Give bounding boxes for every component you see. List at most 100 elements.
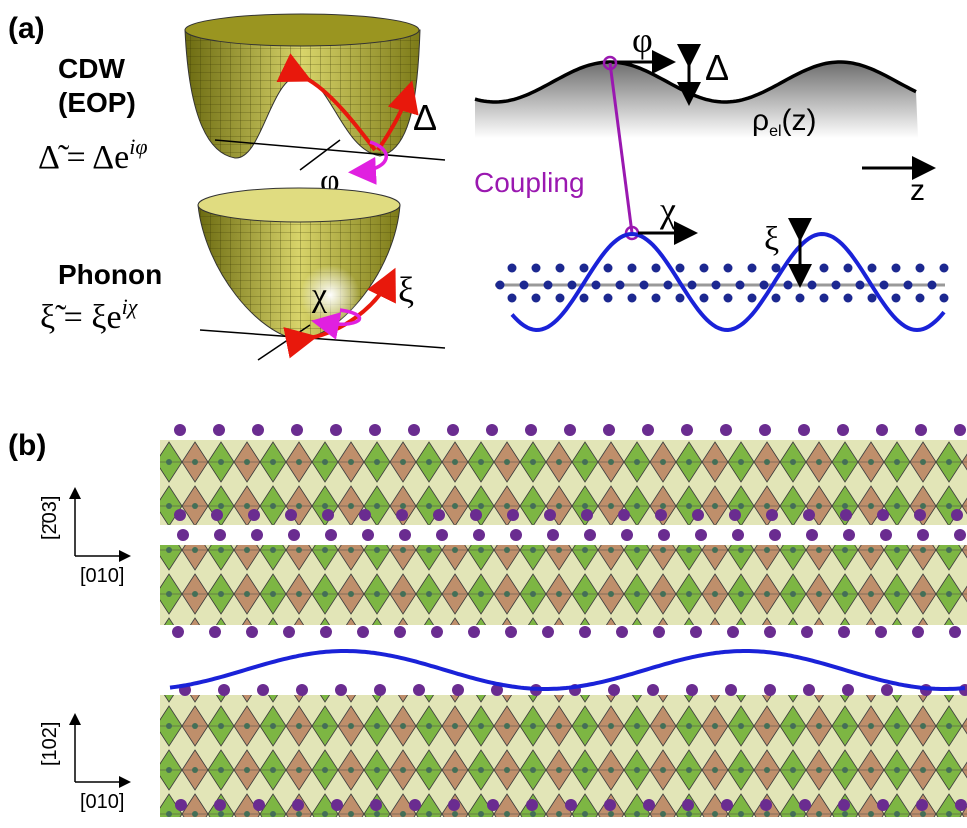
atom [520,281,529,290]
atom [856,281,865,290]
panel-label: (a) [8,12,45,45]
cdw-subtitle: (EOP) [58,87,136,118]
ion [292,799,304,811]
axis-label: [010] [80,565,124,587]
ion [246,626,258,638]
ion [875,626,887,638]
ion [842,684,854,696]
phonon-rim [198,188,400,222]
ion [880,529,892,541]
ion [468,626,480,638]
ion [690,626,702,638]
atom [868,294,877,303]
atom [556,294,565,303]
ion [174,509,186,521]
atom [676,264,685,273]
page: {"panel_a": {"label": "(a)", "cdw": {"ti… [0,0,967,828]
ion [505,626,517,638]
ion [581,509,593,521]
atom [532,294,541,303]
atom [916,264,925,273]
atom [868,264,877,273]
ion [335,684,347,696]
ion [177,529,189,541]
ion [330,424,342,436]
atom [628,294,637,303]
ion [838,626,850,638]
ion [374,684,386,696]
ion [681,424,693,436]
ion [604,799,616,811]
ion [647,684,659,696]
ion [721,799,733,811]
atom [616,281,625,290]
atom [892,264,901,273]
atom [940,294,949,303]
ion [876,424,888,436]
ion [955,799,967,811]
phonon-wave [512,234,944,330]
ion [433,509,445,521]
density-subscript: el [769,123,781,140]
atom [904,281,913,290]
ion [915,424,927,436]
ion [954,424,966,436]
ion [257,684,269,696]
atom [652,294,661,303]
atom [916,294,925,303]
atom [676,294,685,303]
atom [844,264,853,273]
ion [954,529,966,541]
coupling-label: Coupling [474,167,585,198]
phonon-title: Phonon [58,259,162,290]
amplitude-label: ξ [398,270,414,310]
ion [565,799,577,811]
phonon-mesh [198,205,400,340]
ion [642,424,654,436]
equation-base: ξ̃ = ξe [40,299,122,336]
ion [251,529,263,541]
ion [616,626,628,638]
amplitude-label: Δ [705,47,729,88]
ion [209,626,221,638]
atom [940,264,949,273]
ion [409,799,421,811]
ion [803,684,815,696]
ion [288,529,300,541]
atom [880,281,889,290]
ion [584,529,596,541]
ion [916,799,928,811]
atom [748,264,757,273]
atom [724,294,733,303]
ion [838,799,850,811]
ion [766,509,778,521]
cdw-rim [185,14,419,46]
phase-label: φ [632,20,653,60]
ion [914,509,926,521]
ion [359,509,371,521]
ion [399,529,411,541]
atom [544,281,553,290]
phase-label: χ [659,190,676,230]
atom [844,294,853,303]
equation-superscript: iφ [129,134,147,159]
ion [452,684,464,696]
ion [369,424,381,436]
ion [510,529,522,541]
atom [580,294,589,303]
atom [892,294,901,303]
density-argument: (z) [782,104,817,137]
ion [396,509,408,521]
ion [172,626,184,638]
cdw-title: CDW [58,53,125,84]
atom [760,281,769,290]
density-symbol: ρ [752,104,769,137]
atom [604,294,613,303]
ion [218,684,230,696]
ion [413,684,425,696]
atom [700,294,709,303]
ion [579,626,591,638]
ion [760,799,772,811]
figure: (a) CDW (EOP) Δ̃ = Δeiφ φ Δ Phonon ξ̃ = … [0,0,967,828]
ion [949,626,961,638]
